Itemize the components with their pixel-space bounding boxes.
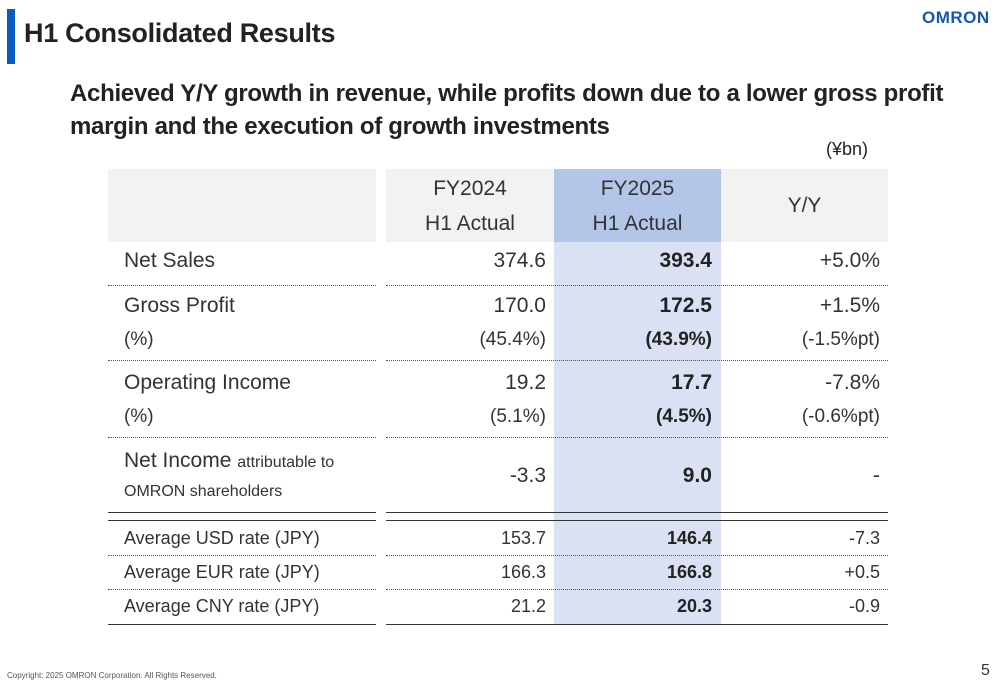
- row-label: Average EUR rate (JPY): [124, 562, 320, 582]
- table-bottom-border: [386, 624, 888, 625]
- page-number: 5: [981, 662, 990, 679]
- row-label: Net Income attributable to: [124, 449, 335, 472]
- section-divider: [108, 520, 376, 521]
- yy-value: (-1.5%pt): [801, 329, 880, 350]
- fy2024-value: 166.3: [500, 562, 546, 582]
- fy2025-highlight-column: [554, 242, 721, 625]
- yy-value: -0.9: [848, 596, 880, 616]
- fy2025-value: 17.7: [671, 371, 712, 394]
- title-accent-bar: [7, 9, 15, 64]
- yy-value: (-0.6%pt): [801, 406, 880, 427]
- section-divider: [386, 520, 888, 521]
- section-divider: [386, 512, 888, 513]
- row-divider: [108, 589, 376, 590]
- fy2024-value: 19.2: [505, 371, 546, 394]
- row-label: Average CNY rate (JPY): [124, 596, 320, 616]
- fy2025-value: 20.3: [676, 596, 712, 616]
- header-cell-fy2025: FY2025 H1 Actual: [554, 169, 721, 242]
- unit-label: (¥bn): [826, 139, 869, 159]
- page-subtitle: Achieved Y/Y growth in revenue, while pr…: [70, 80, 944, 140]
- fy2024-value: 374.6: [493, 249, 546, 272]
- yy-value: +1.5%: [819, 294, 880, 317]
- fy2025-value: (43.9%): [645, 329, 712, 350]
- row-divider: [386, 437, 888, 438]
- yy-value: +0.5: [844, 562, 880, 582]
- header-cell-yy: Y/Y: [721, 169, 888, 242]
- row-label: Operating Income: [124, 371, 291, 394]
- omron-logo: OMRON: [922, 8, 990, 27]
- table-bottom-border: [108, 624, 376, 625]
- fy2024-value: -3.3: [509, 464, 546, 487]
- fy2025-value: 9.0: [682, 464, 712, 487]
- yy-value: -: [873, 464, 880, 487]
- row-label: Gross Profit: [124, 294, 235, 317]
- page-title: H1 Consolidated Results: [24, 18, 336, 48]
- yy-value: -7.8%: [825, 371, 880, 394]
- row-divider: [386, 589, 888, 590]
- row-label: (%): [124, 329, 154, 350]
- row-label: (%): [124, 406, 154, 427]
- fy2024-value: 153.7: [500, 528, 546, 548]
- row-label: Average USD rate (JPY): [124, 528, 320, 548]
- row-divider: [386, 285, 888, 286]
- fy2025-value: 172.5: [659, 294, 712, 317]
- fy2025-value: 166.8: [666, 562, 712, 582]
- fy2025-value: 146.4: [666, 528, 712, 548]
- row-divider: [108, 555, 376, 556]
- copyright-notice: Copyright: 2025 OMRON Corporation. All R…: [7, 671, 217, 680]
- row-divider: [386, 360, 888, 361]
- fy2024-value: (45.4%): [479, 329, 546, 350]
- row-label-line2: OMRON shareholders: [124, 483, 283, 500]
- header-cell-label: [108, 169, 376, 242]
- row-label: Net Sales: [124, 249, 216, 272]
- section-divider: [108, 512, 376, 513]
- row-divider: [108, 437, 376, 438]
- fy2025-value: (4.5%): [656, 406, 712, 427]
- fy2024-value: (5.1%): [490, 406, 546, 427]
- row-divider: [108, 285, 376, 286]
- fy2024-value: 170.0: [493, 294, 546, 317]
- yy-value: +5.0%: [819, 249, 880, 272]
- fy2025-value: 393.4: [659, 249, 712, 272]
- header-cell-fy2024: FY2024 H1 Actual: [386, 169, 554, 242]
- row-divider: [386, 555, 888, 556]
- fy2024-value: 21.2: [510, 596, 546, 616]
- yy-value: -7.3: [848, 528, 880, 548]
- row-divider: [108, 360, 376, 361]
